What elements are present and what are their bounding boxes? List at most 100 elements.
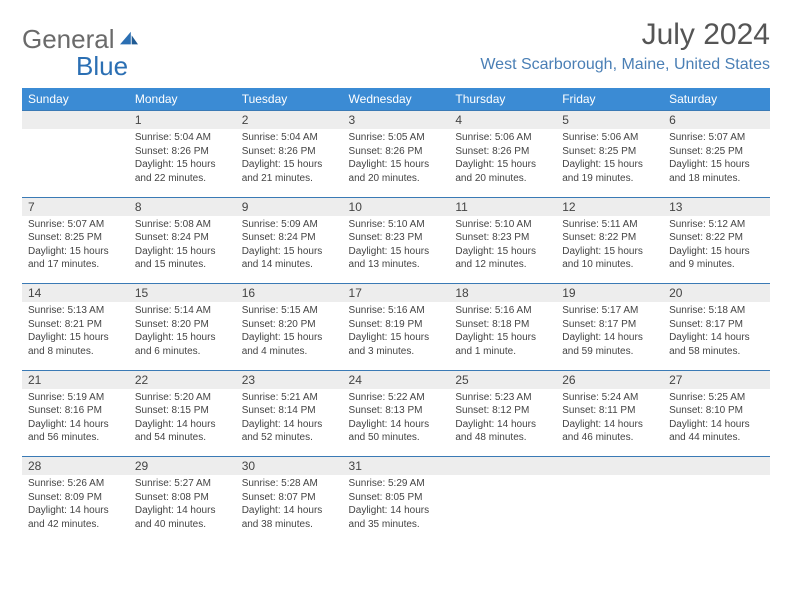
day-number: 29: [135, 459, 148, 473]
day-detail-cell: Sunrise: 5:06 AMSunset: 8:26 PMDaylight:…: [449, 129, 556, 197]
day-detail-cell: Sunrise: 5:10 AMSunset: 8:23 PMDaylight:…: [449, 216, 556, 284]
daylight-text: and 13 minutes.: [349, 258, 444, 272]
sunset-text: Sunset: 8:09 PM: [28, 491, 123, 505]
day-detail-cell: Sunrise: 5:08 AMSunset: 8:24 PMDaylight:…: [129, 216, 236, 284]
day-detail-cell: Sunrise: 5:14 AMSunset: 8:20 PMDaylight:…: [129, 302, 236, 370]
day-number-cell: 11: [449, 197, 556, 216]
daylight-text: Daylight: 14 hours: [562, 331, 657, 345]
day-detail-cell: Sunrise: 5:17 AMSunset: 8:17 PMDaylight:…: [556, 302, 663, 370]
daylight-text: and 50 minutes.: [349, 431, 444, 445]
day-number: 16: [242, 286, 255, 300]
sunset-text: Sunset: 8:26 PM: [242, 145, 337, 159]
sunrise-text: Sunrise: 5:13 AM: [28, 304, 123, 318]
day-detail-cell: Sunrise: 5:09 AMSunset: 8:24 PMDaylight:…: [236, 216, 343, 284]
sunset-text: Sunset: 8:23 PM: [349, 231, 444, 245]
daylight-text: and 52 minutes.: [242, 431, 337, 445]
daylight-text: Daylight: 15 hours: [135, 158, 230, 172]
sunrise-text: Sunrise: 5:10 AM: [349, 218, 444, 232]
week-number-row: 28293031: [22, 457, 770, 476]
weekday-header: Wednesday: [343, 88, 450, 111]
day-detail-cell: Sunrise: 5:16 AMSunset: 8:19 PMDaylight:…: [343, 302, 450, 370]
day-number-cell: 3: [343, 111, 450, 130]
daylight-text: and 8 minutes.: [28, 345, 123, 359]
daylight-text: Daylight: 15 hours: [669, 158, 764, 172]
daylight-text: Daylight: 14 hours: [562, 418, 657, 432]
day-number-cell: 31: [343, 457, 450, 476]
day-number: 2: [242, 113, 249, 127]
daylight-text: and 38 minutes.: [242, 518, 337, 532]
week-detail-row: Sunrise: 5:07 AMSunset: 8:25 PMDaylight:…: [22, 216, 770, 284]
daylight-text: and 54 minutes.: [135, 431, 230, 445]
sunrise-text: Sunrise: 5:06 AM: [455, 131, 550, 145]
sunrise-text: Sunrise: 5:27 AM: [135, 477, 230, 491]
day-number-cell: 26: [556, 370, 663, 389]
weekday-header: Sunday: [22, 88, 129, 111]
sunset-text: Sunset: 8:11 PM: [562, 404, 657, 418]
day-number: 25: [455, 373, 468, 387]
sunset-text: Sunset: 8:16 PM: [28, 404, 123, 418]
day-number: 20: [669, 286, 682, 300]
daylight-text: and 9 minutes.: [669, 258, 764, 272]
day-number-cell: 22: [129, 370, 236, 389]
day-detail-cell: Sunrise: 5:13 AMSunset: 8:21 PMDaylight:…: [22, 302, 129, 370]
day-detail-cell: Sunrise: 5:26 AMSunset: 8:09 PMDaylight:…: [22, 475, 129, 543]
day-detail-cell: Sunrise: 5:23 AMSunset: 8:12 PMDaylight:…: [449, 389, 556, 457]
daylight-text: Daylight: 15 hours: [349, 331, 444, 345]
sunrise-text: Sunrise: 5:22 AM: [349, 391, 444, 405]
daylight-text: and 22 minutes.: [135, 172, 230, 186]
daylight-text: Daylight: 15 hours: [349, 245, 444, 259]
day-detail-cell: Sunrise: 5:28 AMSunset: 8:07 PMDaylight:…: [236, 475, 343, 543]
day-detail-cell: Sunrise: 5:18 AMSunset: 8:17 PMDaylight:…: [663, 302, 770, 370]
day-number-cell: 13: [663, 197, 770, 216]
day-detail-cell: Sunrise: 5:10 AMSunset: 8:23 PMDaylight:…: [343, 216, 450, 284]
week-detail-row: Sunrise: 5:26 AMSunset: 8:09 PMDaylight:…: [22, 475, 770, 543]
sunrise-text: Sunrise: 5:25 AM: [669, 391, 764, 405]
day-number-cell: 1: [129, 111, 236, 130]
sunset-text: Sunset: 8:20 PM: [135, 318, 230, 332]
daylight-text: and 40 minutes.: [135, 518, 230, 532]
day-detail-cell: Sunrise: 5:21 AMSunset: 8:14 PMDaylight:…: [236, 389, 343, 457]
daylight-text: Daylight: 15 hours: [28, 331, 123, 345]
day-number-cell: 7: [22, 197, 129, 216]
day-detail-cell: [22, 129, 129, 197]
sunset-text: Sunset: 8:15 PM: [135, 404, 230, 418]
sunrise-text: Sunrise: 5:18 AM: [669, 304, 764, 318]
day-number: 22: [135, 373, 148, 387]
sunset-text: Sunset: 8:25 PM: [669, 145, 764, 159]
sunrise-text: Sunrise: 5:05 AM: [349, 131, 444, 145]
day-number: 28: [28, 459, 41, 473]
daylight-text: and 17 minutes.: [28, 258, 123, 272]
day-number-cell: 23: [236, 370, 343, 389]
day-number-cell: 4: [449, 111, 556, 130]
day-number: 4: [455, 113, 462, 127]
daylight-text: and 1 minute.: [455, 345, 550, 359]
sunrise-text: Sunrise: 5:04 AM: [135, 131, 230, 145]
sunrise-text: Sunrise: 5:07 AM: [669, 131, 764, 145]
day-number: 18: [455, 286, 468, 300]
sunset-text: Sunset: 8:26 PM: [349, 145, 444, 159]
title-block: July 2024 West Scarborough, Maine, Unite…: [480, 18, 770, 74]
daylight-text: Daylight: 15 hours: [135, 331, 230, 345]
daylight-text: and 20 minutes.: [455, 172, 550, 186]
sunrise-text: Sunrise: 5:08 AM: [135, 218, 230, 232]
week-number-row: 14151617181920: [22, 284, 770, 303]
weekday-header: Friday: [556, 88, 663, 111]
sunset-text: Sunset: 8:21 PM: [28, 318, 123, 332]
sunset-text: Sunset: 8:22 PM: [562, 231, 657, 245]
day-number-cell: 14: [22, 284, 129, 303]
day-detail-cell: Sunrise: 5:20 AMSunset: 8:15 PMDaylight:…: [129, 389, 236, 457]
day-detail-cell: Sunrise: 5:19 AMSunset: 8:16 PMDaylight:…: [22, 389, 129, 457]
sunrise-text: Sunrise: 5:15 AM: [242, 304, 337, 318]
day-detail-cell: Sunrise: 5:22 AMSunset: 8:13 PMDaylight:…: [343, 389, 450, 457]
day-number: 31: [349, 459, 362, 473]
daylight-text: Daylight: 14 hours: [135, 418, 230, 432]
day-number-cell: 9: [236, 197, 343, 216]
daylight-text: Daylight: 15 hours: [242, 331, 337, 345]
month-title: July 2024: [480, 18, 770, 52]
daylight-text: Daylight: 15 hours: [455, 158, 550, 172]
day-number-cell: 5: [556, 111, 663, 130]
header: GeneralBlue July 2024 West Scarborough, …: [22, 18, 770, 82]
day-detail-cell: Sunrise: 5:05 AMSunset: 8:26 PMDaylight:…: [343, 129, 450, 197]
day-number-cell: 21: [22, 370, 129, 389]
day-detail-cell: Sunrise: 5:12 AMSunset: 8:22 PMDaylight:…: [663, 216, 770, 284]
